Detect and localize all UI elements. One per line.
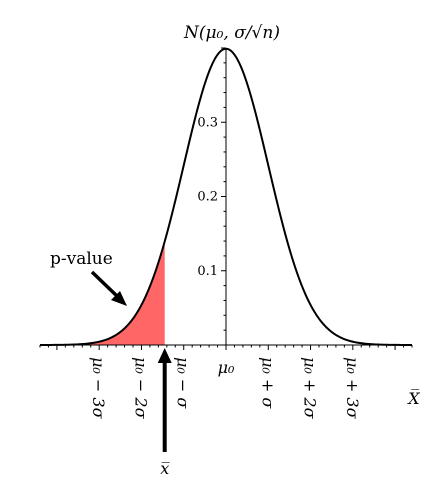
x-tick-label: μ₀ — [218, 358, 235, 377]
x-tick-label: μ₀ − 3σ — [89, 357, 108, 420]
observed-label: x̅ — [160, 459, 169, 478]
x-tick-label: μ₀ + 3σ — [343, 357, 362, 420]
x-tick-label: μ₀ − σ — [174, 357, 193, 409]
y-tick-group: 0.1 0.2 0.3 — [197, 47, 226, 331]
x-tick-label: μ₀ + 2σ — [301, 357, 320, 420]
observed-arrow — [157, 348, 172, 452]
y-tick-label: 0.3 — [197, 115, 218, 130]
x-tick-group: μ₀ − 3σ μ₀ − 2σ μ₀ − σ μ₀ μ₀ + σ μ₀ + 2σ μ₀ + … — [39, 345, 413, 420]
p-value-label: p-value — [50, 249, 113, 269]
x-tick-label: μ₀ − 2σ — [131, 357, 150, 420]
chart-title: N(μ₀, σ/√n) — [183, 23, 280, 43]
y-tick-label: 0.2 — [197, 190, 218, 205]
y-tick-label: 0.1 — [197, 264, 218, 279]
p-value-arrow — [90, 270, 127, 306]
density-curve — [40, 47, 412, 346]
x-axis-title: X̅ — [406, 388, 420, 408]
x-tick-label: μ₀ + σ — [258, 357, 277, 409]
